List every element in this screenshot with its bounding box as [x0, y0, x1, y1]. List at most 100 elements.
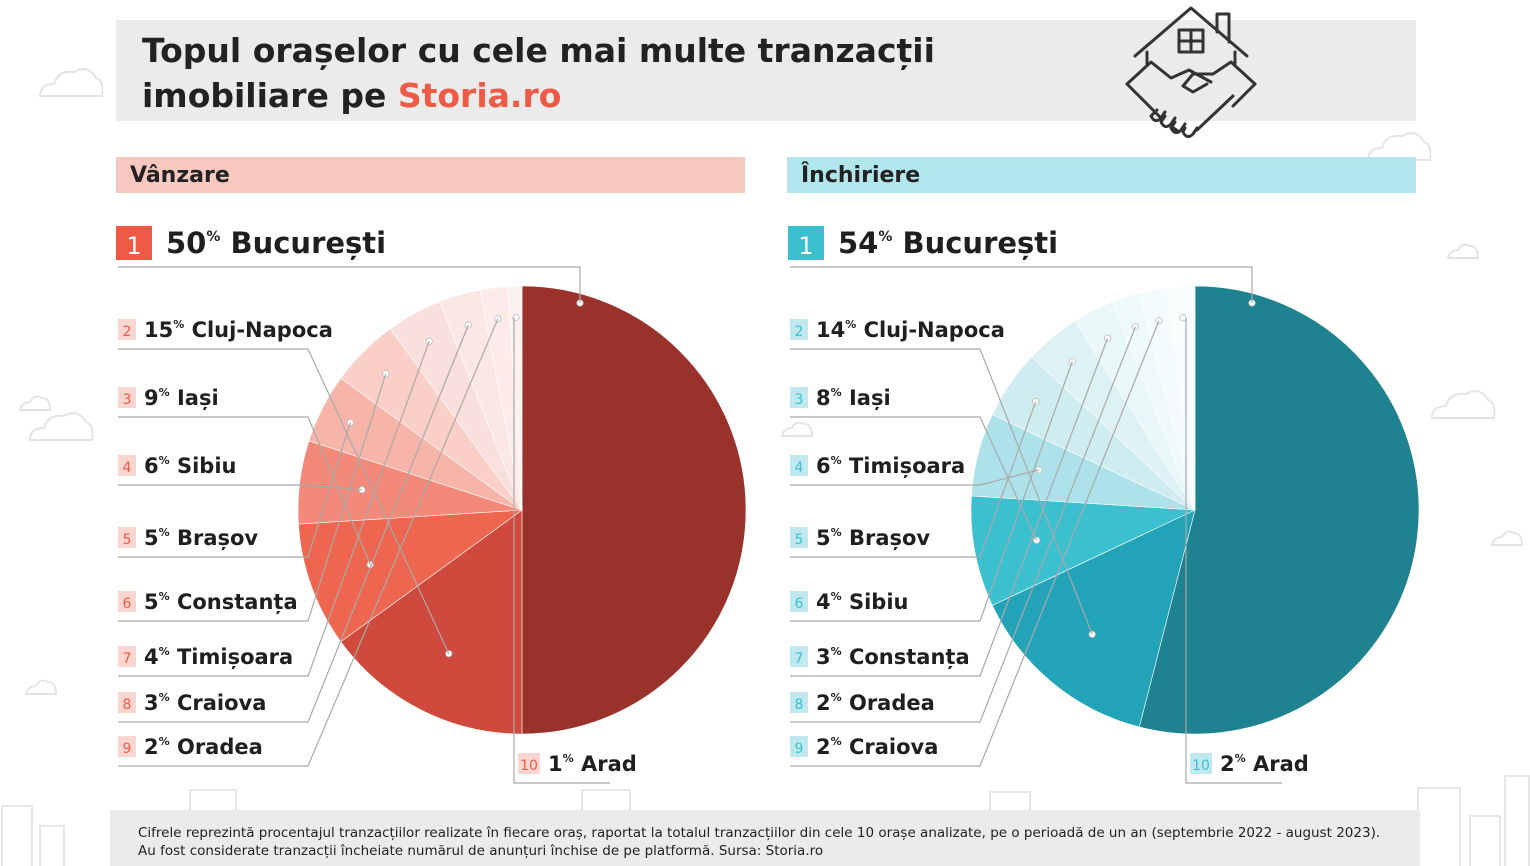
slice-value-label: 54% București: [838, 226, 1058, 260]
slice-value-label: 6% Timișoara: [816, 454, 965, 478]
leader-line: [790, 361, 1073, 622]
slice-label-10: 10 1% Arad: [518, 752, 637, 776]
slice-label-9: 9 2% Craiova: [790, 735, 938, 759]
slice-value-label: 15% Cluj-Napoca: [144, 318, 333, 342]
rank-badge: [118, 455, 136, 476]
leader-line: [118, 416, 371, 565]
slice-value-label: 1% Arad: [548, 752, 637, 776]
rank-number: 5: [795, 532, 804, 548]
leader-line: [790, 338, 1109, 677]
slice-label-7: 7 3% Constanța: [790, 645, 970, 670]
leader-line: [118, 340, 430, 677]
slice-label-3: 3 9% Iași: [118, 386, 219, 410]
pie-slice-arad: [1166, 285, 1196, 511]
rank-number: 8: [795, 697, 804, 713]
rank-number: 3: [795, 392, 804, 408]
leader-line: [118, 266, 581, 303]
slice-label-2: 2 15% Cluj-Napoca: [118, 318, 333, 342]
slice-label-2: 2 14% Cluj-Napoca: [790, 318, 1005, 342]
rank-badge: [116, 226, 152, 260]
rank-number: 6: [795, 596, 804, 612]
rank-badge: [790, 527, 808, 548]
slice-value-label: 8% Iași: [816, 386, 891, 410]
slice-value-label: 6% Sibiu: [144, 454, 236, 478]
leader-line: [118, 373, 387, 622]
rank-badge: [118, 692, 136, 713]
leader-dot: [1155, 317, 1163, 325]
rank-badge: [118, 736, 136, 757]
slice-label-5: 5 5% Brașov: [118, 526, 258, 550]
slice-value-label: 5% Brașov: [816, 526, 930, 550]
slice-value-label: 9% Iași: [144, 386, 219, 410]
leader-line: [790, 401, 1037, 558]
slice-value-label: 5% Constanța: [144, 590, 298, 615]
slice-label-6: 6 5% Constanța: [118, 590, 298, 615]
title-line-1: Topul orașelor cu cele mai multe tranzac…: [142, 31, 935, 70]
rank-number: 6: [123, 596, 132, 612]
slice-label-6: 6 4% Sibiu: [790, 590, 908, 614]
slice-label-5: 5 5% Brașov: [790, 526, 930, 550]
house-handshake-icon: [1125, 6, 1257, 139]
pie-slice-bucure-ti: [521, 285, 747, 735]
title-line-2-text: imobiliare pe: [142, 76, 398, 115]
slice-label-7: 7 4% Timișoara: [118, 645, 293, 669]
slice-value-label: 50% București: [166, 226, 386, 260]
rank-number: 9: [795, 741, 804, 757]
rank-badge: [118, 387, 136, 408]
slice-value-label: 2% Craiova: [816, 735, 938, 759]
rank-number: 2: [795, 324, 804, 340]
leader-line: [118, 318, 499, 767]
rank-badge: [790, 319, 808, 340]
slice-value-label: 3% Craiova: [144, 691, 266, 715]
slice-value-label: 3% Constanța: [816, 645, 970, 670]
pie-slice-bucure-ti: [1138, 285, 1420, 735]
rank-number: 7: [795, 651, 804, 667]
rank-number: 4: [795, 460, 804, 476]
slice-value-label: 4% Sibiu: [816, 590, 908, 614]
leader-dot: [1032, 398, 1040, 406]
slice-value-label: 2% Oradea: [144, 735, 263, 759]
slice-label-9: 9 2% Oradea: [118, 735, 263, 759]
slice-label-1: 1 50% București: [116, 226, 386, 260]
rank-number: 3: [123, 392, 132, 408]
rank-badge: [790, 591, 808, 612]
rank-number: 8: [123, 697, 132, 713]
footer-note-box: Cifrele reprezintă procentajul tranzacți…: [110, 810, 1420, 866]
leader-dot: [1179, 314, 1187, 322]
leader-line: [513, 317, 610, 784]
leader-line: [790, 469, 1039, 486]
leader-dot: [1068, 357, 1076, 366]
slice-value-label: 14% Cluj-Napoca: [816, 318, 1005, 342]
leader-line: [790, 266, 1253, 303]
rank-number: 1: [126, 232, 141, 260]
slice-label-8: 8 2% Oradea: [790, 691, 935, 715]
slice-value-label: 4% Timișoara: [144, 645, 293, 669]
cloud-icon: [18, 68, 1524, 695]
rank-badge: [1190, 753, 1212, 774]
rank-number: 10: [520, 758, 538, 774]
rank-badge: [790, 736, 808, 757]
leader-line: [118, 422, 351, 558]
leader-line: [790, 416, 1038, 541]
pie-slice-cluj-napoca: [991, 509, 1196, 728]
title-line-2: imobiliare pe Storia.ro: [142, 73, 935, 118]
header-banner: Topul orașelor cu cele mai multe tranzac…: [116, 6, 1416, 139]
rank-badge: [118, 591, 136, 612]
page-title: Topul orașelor cu cele mai multe tranzac…: [142, 28, 935, 118]
rank-number: 4: [123, 460, 132, 476]
footer-note: Cifrele reprezintă procentajul tranzacți…: [138, 825, 1381, 859]
pie-slice-arad: [507, 285, 523, 511]
rank-badge: [518, 753, 540, 774]
slice-value-label: 2% Arad: [1220, 752, 1309, 776]
rank-number: 5: [123, 532, 132, 548]
slice-label-10: 10 2% Arad: [1190, 752, 1309, 776]
leader-line: [118, 324, 469, 723]
leader-line: [118, 348, 450, 654]
brand-name: Storia.ro: [397, 76, 562, 115]
rank-number: 10: [1192, 758, 1210, 774]
slice-label-1: 1 54% București: [788, 226, 1058, 260]
rank-badge: [118, 319, 136, 340]
leader-line: [790, 348, 1093, 635]
